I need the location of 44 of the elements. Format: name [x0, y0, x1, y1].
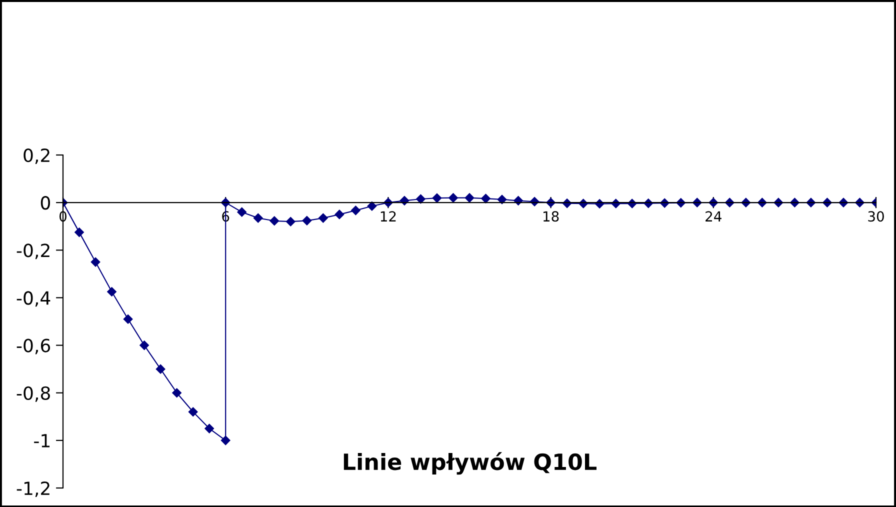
point	[464, 193, 474, 202]
point	[286, 216, 296, 226]
point	[497, 194, 507, 204]
point	[74, 228, 84, 237]
point	[367, 202, 377, 211]
point	[156, 364, 166, 374]
point	[334, 210, 344, 220]
y-tick-label: -0,8	[16, 386, 50, 402]
point	[351, 206, 360, 216]
point	[140, 340, 149, 350]
point	[578, 198, 588, 208]
y-tick-label: -0,6	[16, 338, 50, 354]
x-tick-label: 24	[706, 211, 722, 222]
x-tick-label: 12	[380, 211, 396, 222]
text: Linie wpływów Q10L	[344, 452, 597, 475]
point	[318, 213, 328, 223]
point	[107, 287, 116, 296]
point	[562, 198, 572, 208]
y-tick-label: -0,4	[16, 291, 50, 307]
point	[416, 194, 426, 204]
point	[448, 193, 458, 202]
point	[204, 424, 214, 434]
x-tick-label: 30	[868, 211, 884, 222]
point	[90, 257, 100, 267]
y-tick-label: -1,2	[16, 481, 50, 497]
point	[220, 436, 230, 446]
x-tick-label: 18	[543, 211, 559, 222]
point	[302, 216, 312, 226]
point	[514, 196, 523, 206]
y-tick-label: 0	[40, 196, 50, 210]
point	[481, 194, 490, 204]
point	[237, 207, 246, 217]
y-tick-label: -1	[34, 434, 50, 448]
point	[594, 199, 604, 208]
y-tick-label: -0,2	[16, 244, 50, 260]
point	[432, 193, 442, 203]
point	[270, 216, 280, 226]
y-tick-label: 0,2	[24, 148, 50, 164]
point	[123, 314, 133, 324]
point	[172, 388, 182, 398]
point	[400, 196, 410, 206]
point	[253, 213, 263, 223]
point	[611, 198, 620, 208]
point	[188, 407, 198, 417]
